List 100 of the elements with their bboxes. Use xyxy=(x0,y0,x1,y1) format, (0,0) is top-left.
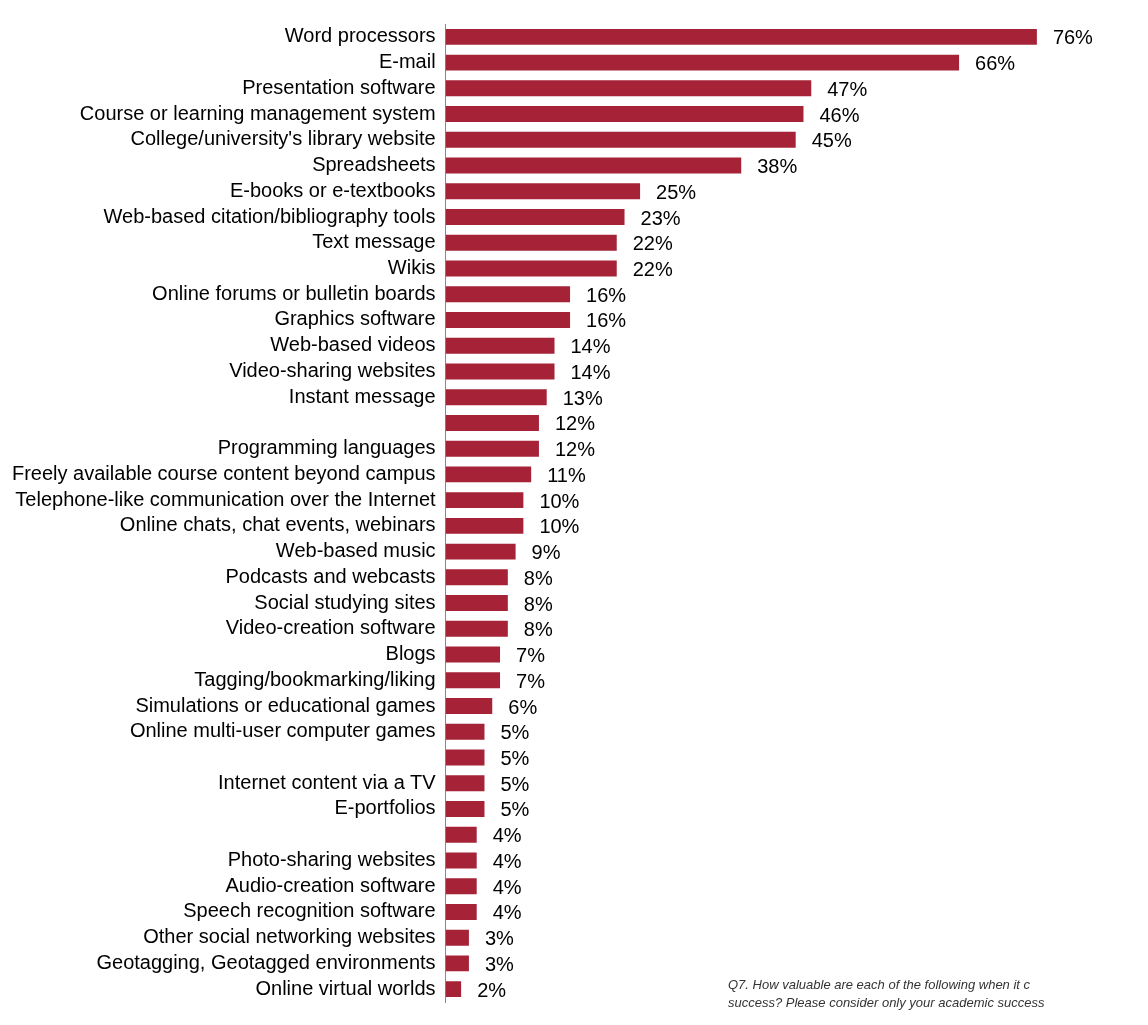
y-tick-label: Web-based citation/bibliography tools xyxy=(103,204,436,227)
data-label: 4% xyxy=(492,875,522,898)
bar xyxy=(445,183,641,200)
y-tick-label: E-portfolios xyxy=(334,796,436,819)
bar xyxy=(445,646,501,663)
bar xyxy=(445,749,485,766)
data-label: 22% xyxy=(632,258,673,281)
y-tick-label: Word processors xyxy=(284,24,436,47)
bar xyxy=(445,723,485,740)
data-label: 22% xyxy=(632,232,673,255)
y-tick-label: Online multi-user computer games xyxy=(129,719,436,742)
y-tick-label: Online virtual worlds xyxy=(255,976,436,999)
data-label: 9% xyxy=(531,541,561,564)
y-tick-label: Web-based videos xyxy=(270,333,436,356)
y-tick-label: Text message xyxy=(312,230,436,253)
data-label: 76% xyxy=(1052,26,1094,49)
bar xyxy=(445,955,469,972)
data-label: 16% xyxy=(586,309,627,332)
y-tick-label: Video-sharing websites xyxy=(229,358,436,381)
bar xyxy=(445,981,462,998)
data-label: 14% xyxy=(570,360,611,383)
y-tick-label: Instant message xyxy=(288,384,436,407)
y-tick-label: Speech recognition software xyxy=(183,899,436,922)
y-tick-label: E-mail xyxy=(378,50,436,73)
bar xyxy=(445,826,477,843)
bar xyxy=(445,389,547,406)
data-label: 8% xyxy=(523,618,553,641)
data-label: 8% xyxy=(523,592,553,615)
bar xyxy=(445,131,796,148)
data-label: 4% xyxy=(492,901,522,924)
bar xyxy=(445,929,469,946)
bar xyxy=(445,286,571,303)
data-label: 66% xyxy=(975,52,1016,75)
bar xyxy=(445,466,532,483)
bar xyxy=(445,414,539,431)
data-label: 13% xyxy=(562,386,603,409)
data-label: 38% xyxy=(757,155,798,178)
bar xyxy=(445,28,1037,45)
data-label: 45% xyxy=(811,129,852,152)
data-label: 10% xyxy=(539,515,580,538)
y-tick-label: Graphics software xyxy=(274,307,436,330)
y-tick-label: Online forums or bulletin boards xyxy=(152,281,436,304)
y-tick-label: Tagging/bookmarking/liking xyxy=(194,667,436,690)
data-label: 5% xyxy=(500,772,530,795)
y-tick-label: Programming languages xyxy=(217,436,436,459)
bar xyxy=(445,569,508,586)
bar xyxy=(445,80,812,97)
bar xyxy=(445,337,555,354)
data-label: 5% xyxy=(500,798,530,821)
y-tick-label: Podcasts and webcasts xyxy=(225,564,436,587)
y-tick-label: Photo-sharing websites xyxy=(227,847,436,870)
data-label: 3% xyxy=(484,927,515,950)
data-label: 46% xyxy=(819,103,860,126)
y-tick-label: Presentation software xyxy=(242,75,436,98)
data-label: 23% xyxy=(640,206,681,229)
bar xyxy=(445,517,524,534)
data-label: 4% xyxy=(492,824,522,847)
data-label: 4% xyxy=(492,849,522,872)
bar xyxy=(445,698,493,715)
bar xyxy=(445,260,617,277)
y-tick-label: Freely available course content beyond campus xyxy=(12,461,436,484)
y-tick-label: College/university's library website xyxy=(130,127,436,150)
y-tick-label: Video-creation software xyxy=(225,616,436,639)
y-tick-label: Web-based music xyxy=(275,539,436,562)
data-label: 14% xyxy=(570,335,611,358)
bar xyxy=(445,492,524,509)
bar xyxy=(445,543,516,560)
bar xyxy=(445,157,742,174)
data-label: 16% xyxy=(586,283,627,306)
annotation: success? Please consider only your academic success xyxy=(728,994,1046,1012)
data-label: 3% xyxy=(484,952,515,975)
bar xyxy=(445,312,571,328)
data-label: 7% xyxy=(516,669,546,692)
y-tick-label: Internet content via a TV xyxy=(218,770,437,793)
y-tick-label: Telephone-like communication over the Internet xyxy=(15,487,437,510)
data-label: 5% xyxy=(500,747,530,770)
bar xyxy=(445,363,555,380)
bar xyxy=(445,672,501,689)
bar xyxy=(445,234,617,251)
y-tick-label: Wikis xyxy=(387,256,436,279)
data-label: 6% xyxy=(508,695,538,718)
bar xyxy=(445,878,477,895)
y-tick-label: Simulations or educational games xyxy=(135,693,436,716)
bar xyxy=(445,620,508,637)
bar xyxy=(445,106,804,123)
data-label: 10% xyxy=(539,489,580,512)
y-tick-label: Audio-creation software xyxy=(225,873,436,896)
data-label: 12% xyxy=(554,412,596,435)
data-label: 12% xyxy=(554,438,596,461)
bar xyxy=(445,209,625,226)
bar xyxy=(445,595,508,612)
bar xyxy=(445,440,539,457)
bar xyxy=(445,903,477,920)
annotation: Q7. How valuable are each of the following when it c xyxy=(728,976,1032,994)
data-label: 47% xyxy=(827,77,868,100)
data-label: 7% xyxy=(516,644,546,667)
y-tick-label: Online chats, chat events, webinars xyxy=(119,513,436,536)
bar xyxy=(445,801,485,817)
data-label: 2% xyxy=(477,978,507,1001)
data-label: 25% xyxy=(656,180,697,203)
